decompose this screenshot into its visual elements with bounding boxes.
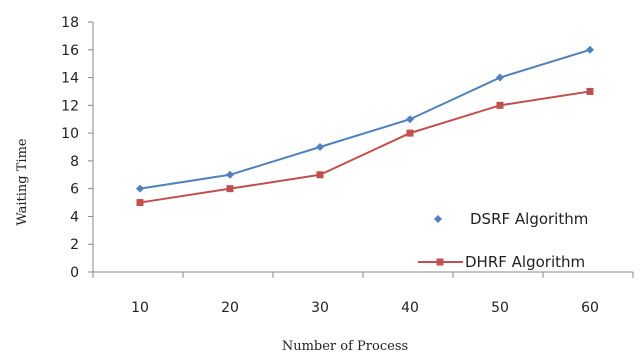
data-point-diamond xyxy=(136,184,144,193)
data-point-square xyxy=(226,185,234,193)
x-tick-label: 60 xyxy=(581,300,599,316)
legend: DSRF Algorithm DHRF Algorithm xyxy=(418,210,588,271)
x-tick-label: 40 xyxy=(401,300,419,316)
legend-item-dhrf: DHRF Algorithm xyxy=(418,253,585,271)
y-tick-label: 4 xyxy=(70,209,79,225)
legend-marker-square xyxy=(436,258,444,266)
y-tick-label: 0 xyxy=(70,265,79,281)
x-tick-label: 50 xyxy=(491,300,509,316)
x-axis-title: Number of Process xyxy=(282,339,408,354)
x-axis-ticks: 10 20 30 40 50 60 xyxy=(92,272,634,316)
y-tick-label: 16 xyxy=(61,43,79,59)
series-dsrf xyxy=(136,45,594,193)
y-tick-label: 14 xyxy=(61,71,79,87)
y-axis: 0 2 4 6 8 10 12 14 16 18 xyxy=(61,15,94,281)
series-layer xyxy=(136,45,594,207)
x-tick-label: 30 xyxy=(311,300,329,316)
data-point-square xyxy=(586,87,594,95)
y-tick-label: 12 xyxy=(61,98,79,114)
data-point-diamond xyxy=(496,73,504,82)
x-tick-label: 10 xyxy=(131,300,149,316)
data-point-diamond xyxy=(586,45,594,54)
legend-item-dsrf: DSRF Algorithm xyxy=(434,210,588,228)
series-line xyxy=(139,90,591,204)
y-axis-title: Waiting Time xyxy=(15,138,30,226)
y-tick-label: 2 xyxy=(70,237,79,253)
y-tick-label: 18 xyxy=(61,15,79,31)
legend-marker-diamond xyxy=(434,215,442,223)
y-axis-ticks: 0 2 4 6 8 10 12 14 16 18 xyxy=(61,15,93,281)
x-axis: 10 20 30 40 50 60 xyxy=(92,271,634,316)
series-dhrf xyxy=(136,87,594,207)
data-point-diamond xyxy=(316,143,324,151)
series-line xyxy=(139,48,591,190)
legend-label-dhrf: DHRF Algorithm xyxy=(465,253,585,271)
legend-label-dsrf: DSRF Algorithm xyxy=(470,210,588,228)
data-point-square xyxy=(316,171,324,179)
y-tick-label: 8 xyxy=(70,154,79,170)
data-point-diamond xyxy=(226,170,234,179)
data-point-square xyxy=(406,129,414,137)
data-point-diamond xyxy=(406,115,414,124)
y-tick-label: 6 xyxy=(70,182,79,198)
data-point-square xyxy=(496,101,504,109)
data-point-square xyxy=(136,199,144,207)
y-tick-label: 10 xyxy=(61,126,79,142)
x-tick-label: 20 xyxy=(221,300,239,316)
